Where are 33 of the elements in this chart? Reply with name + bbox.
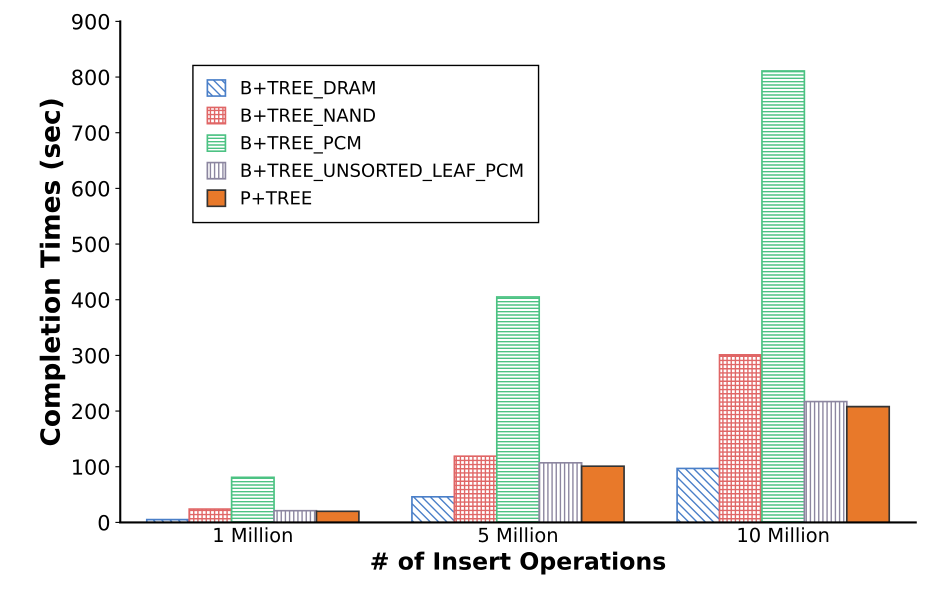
bar	[718, 354, 763, 522]
y-tick-label: 200	[72, 404, 110, 420]
bar	[846, 406, 890, 522]
legend-label: B+TREE_NAND	[242, 108, 375, 126]
bar	[188, 508, 232, 522]
x-axis-title: # of Insert Operations	[371, 552, 666, 574]
bar	[804, 400, 848, 522]
bar	[230, 476, 275, 522]
bar	[496, 296, 540, 522]
bar	[580, 465, 625, 522]
y-tick-label: 500	[72, 236, 110, 252]
x-tick-label: 1 Million	[214, 527, 292, 542]
bar	[538, 462, 582, 522]
bar	[316, 510, 360, 522]
bar	[411, 496, 456, 522]
bar	[454, 455, 498, 522]
y-tick-label: 0	[98, 514, 110, 531]
y-tick-label: 600	[72, 180, 110, 197]
legend-label: B+TREE_UNSORTED_LEAF_PCM	[242, 163, 522, 182]
bar	[761, 70, 806, 522]
y-tick-label: 300	[72, 348, 110, 364]
y-tick-label: 400	[72, 292, 110, 308]
legend-label: B+TREE_DRAM	[242, 81, 375, 98]
y-tick-label: 900	[72, 14, 110, 30]
legend-label: P+TREE	[242, 191, 312, 204]
x-tick-label: 10 Million	[738, 527, 828, 542]
y-axis-title: Completion Times (sec)	[40, 100, 66, 446]
bar	[676, 468, 720, 522]
x-tick-label: 5 Million	[478, 527, 557, 542]
y-tick-label: 100	[73, 459, 110, 475]
y-tick-label: 700	[72, 125, 110, 141]
y-tick-label: 800	[72, 70, 110, 86]
legend-label: B+TREE_PCM	[242, 136, 360, 154]
